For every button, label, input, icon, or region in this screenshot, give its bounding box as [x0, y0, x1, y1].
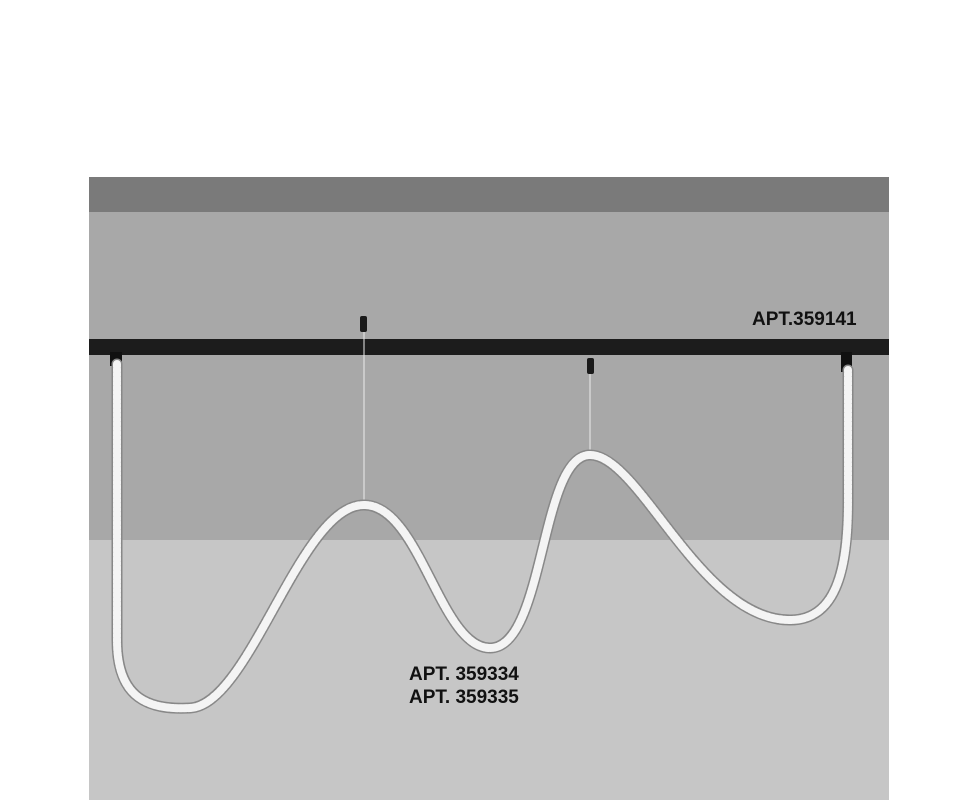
suspension-1	[360, 316, 367, 505]
track-rail	[89, 339, 889, 355]
floor	[89, 540, 889, 800]
wall	[89, 212, 889, 540]
pendant-article-label-2: APT. 359335	[409, 687, 519, 708]
suspension-2	[587, 358, 594, 456]
track-article-label: APT.359141	[752, 309, 857, 330]
ceiling-band	[89, 177, 889, 213]
pendant-article-label-1: APT. 359334	[409, 664, 519, 685]
track-end-right	[841, 352, 852, 372]
